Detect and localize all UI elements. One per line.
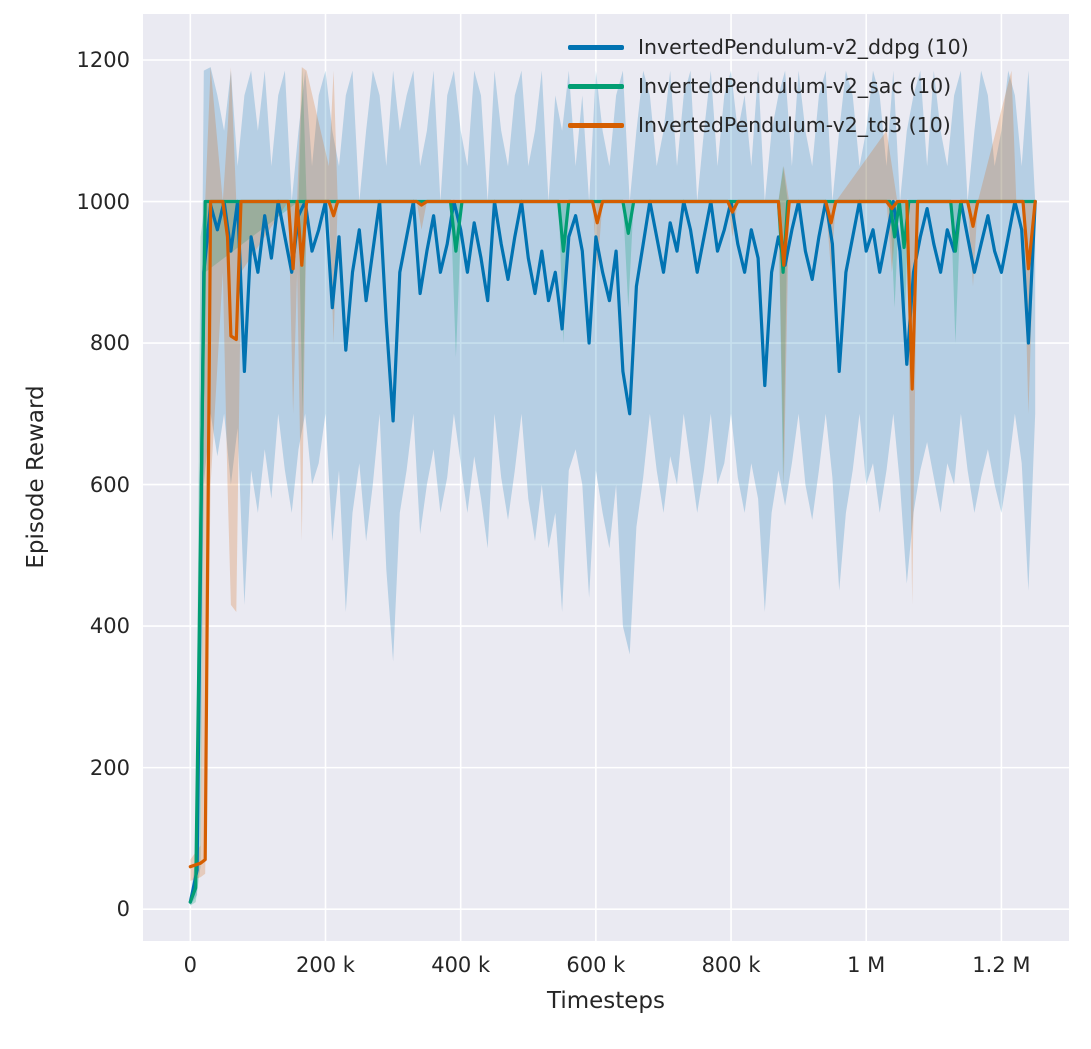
y-tick-label: 1200 bbox=[76, 47, 130, 72]
plot-background bbox=[143, 14, 1069, 941]
x-tick-label: 600 k bbox=[566, 953, 626, 977]
y-axis-label: Episode Reward bbox=[23, 385, 49, 569]
x-tick-label: 200 k bbox=[296, 953, 355, 977]
y-tick-label: 200 bbox=[89, 755, 130, 780]
data-series bbox=[188, 67, 1037, 906]
gridlines bbox=[143, 14, 1069, 941]
legend-entry-td3: InvertedPendulum-v2_td3 (10) bbox=[568, 112, 969, 138]
ddpg-line-swatch-icon bbox=[568, 44, 624, 50]
sac-line-swatch-icon bbox=[568, 83, 624, 89]
legend-label-td3: InvertedPendulum-v2_td3 (10) bbox=[638, 113, 951, 137]
x-tick-label: 1 M bbox=[847, 953, 886, 977]
x-axis-label: Timesteps bbox=[546, 988, 666, 1014]
legend: InvertedPendulum-v2_ddpg (10) InvertedPe… bbox=[568, 34, 969, 138]
x-tick-label: 400 k bbox=[431, 953, 491, 977]
td3-line-swatch-icon bbox=[568, 122, 624, 128]
x-tick-label: 1.2 M bbox=[972, 953, 1031, 977]
x-tick-label: 0 bbox=[183, 953, 197, 977]
x-tick-label: 800 k bbox=[701, 953, 761, 977]
confidence-band-0 bbox=[190, 67, 1036, 906]
y-tick-label: 1000 bbox=[76, 189, 130, 214]
y-tick-label: 800 bbox=[89, 331, 130, 356]
legend-entry-sac: InvertedPendulum-v2_sac (10) bbox=[568, 73, 969, 99]
series-line-0 bbox=[188, 199, 1037, 904]
axes-background bbox=[143, 14, 1069, 941]
y-tick-label: 0 bbox=[116, 897, 130, 922]
legend-label-ddpg: InvertedPendulum-v2_ddpg (10) bbox=[638, 35, 969, 59]
series-line-2 bbox=[188, 199, 1037, 869]
y-tick-label: 400 bbox=[89, 614, 130, 639]
legend-label-sac: InvertedPendulum-v2_sac (10) bbox=[638, 74, 952, 98]
y-tick-label: 600 bbox=[89, 472, 130, 497]
legend-entry-ddpg: InvertedPendulum-v2_ddpg (10) bbox=[568, 34, 969, 60]
